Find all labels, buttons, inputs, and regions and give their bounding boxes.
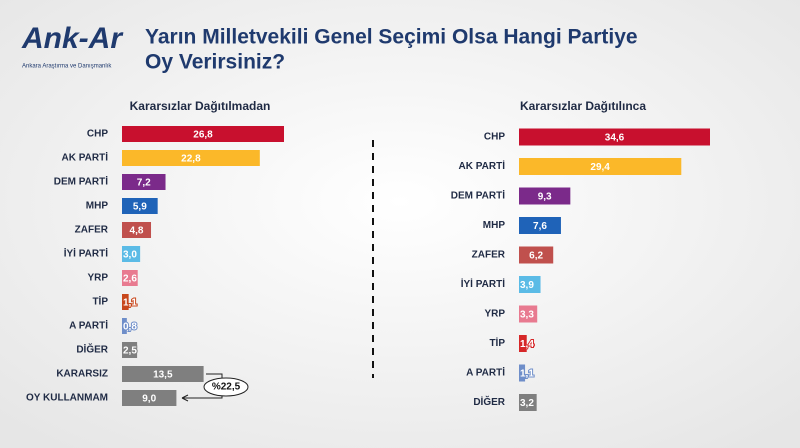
bar [122,342,138,358]
category-label: YRP [484,309,505,320]
annotation-oval [203,377,249,397]
bar [519,335,527,352]
category-label: DİĞER [76,343,108,356]
value-label: 3,2 [520,398,534,409]
category-label: AK PARTİ [459,159,506,172]
title: Oy Verirsiniz? [145,51,285,74]
category-label: DEM PARTİ [451,189,505,202]
category-label: KARARSIZ [56,369,108,380]
category-label: DİĞER [473,395,505,408]
bar [122,198,158,214]
value-label: 9,0 [142,394,156,405]
title: Yarın Milletvekili Genel Seçimi Olsa Han… [145,26,638,49]
value-label: 29,4 [590,162,610,173]
bar [122,366,204,382]
value-label: 2,5 [123,346,137,357]
value-label: 4,8 [130,226,144,237]
value-label: 3,3 [520,310,534,321]
bar [122,222,152,238]
value-label: 2,6 [123,274,137,285]
category-label: İYİ PARTİ [64,247,108,260]
value-label: 6,2 [529,251,543,262]
bar [122,270,138,286]
bar [122,126,284,142]
value-label: 3,9 [520,280,534,291]
bar [519,394,537,411]
category-label: A PARTİ [466,366,505,379]
bar [519,128,710,146]
category-label: A PARTİ [69,319,108,332]
value-label: 1,4 [520,339,534,350]
category-label: MHP [86,201,109,212]
value-label: 13,5 [153,370,173,381]
bar [519,276,541,293]
category-label: ZAFER [75,225,109,236]
value-label: 34,6 [605,133,625,144]
bar [519,246,554,264]
bar [122,390,177,406]
category-label: MHP [483,220,506,231]
bar [122,174,166,190]
bar [519,158,682,175]
value-label: 1,1 [123,298,137,309]
value-label: 22,8 [181,154,201,165]
logo: Ank-Ar [21,22,124,55]
bar [519,305,538,323]
category-label: CHP [87,129,108,140]
bar [519,364,526,382]
tagline: Ankara Araştırma ve Danışmanlık [22,64,112,70]
value-label: 5,9 [133,202,147,213]
category-label: DEM PARTİ [54,175,108,188]
bar [122,150,260,166]
panel-title: Kararsızlar Dağıtılmadan [130,99,271,113]
category-label: CHP [484,132,505,143]
annotation: %22,5 [212,382,241,393]
bar [122,294,129,310]
value-label: 26,8 [193,130,213,141]
category-label: ZAFER [472,250,506,261]
value-label: 0,8 [123,322,137,333]
bar [122,318,127,334]
category-label: TİP [92,295,108,308]
value-label: 9,3 [538,192,552,203]
category-label: TİP [489,336,505,349]
category-label: YRP [87,273,108,284]
value-label: 7,2 [137,178,151,189]
category-label: AK PARTİ [62,151,109,164]
panel-title: Kararsızlar Dağıtılınca [520,99,646,113]
category-label: OY KULLANMAM [26,393,108,404]
bar [519,217,561,234]
bar [122,246,141,262]
value-label: 3,0 [123,250,137,261]
bar [519,187,571,205]
value-label: 7,6 [533,221,547,232]
category-label: İYİ PARTİ [461,277,505,290]
value-label: 1,1 [520,369,534,380]
